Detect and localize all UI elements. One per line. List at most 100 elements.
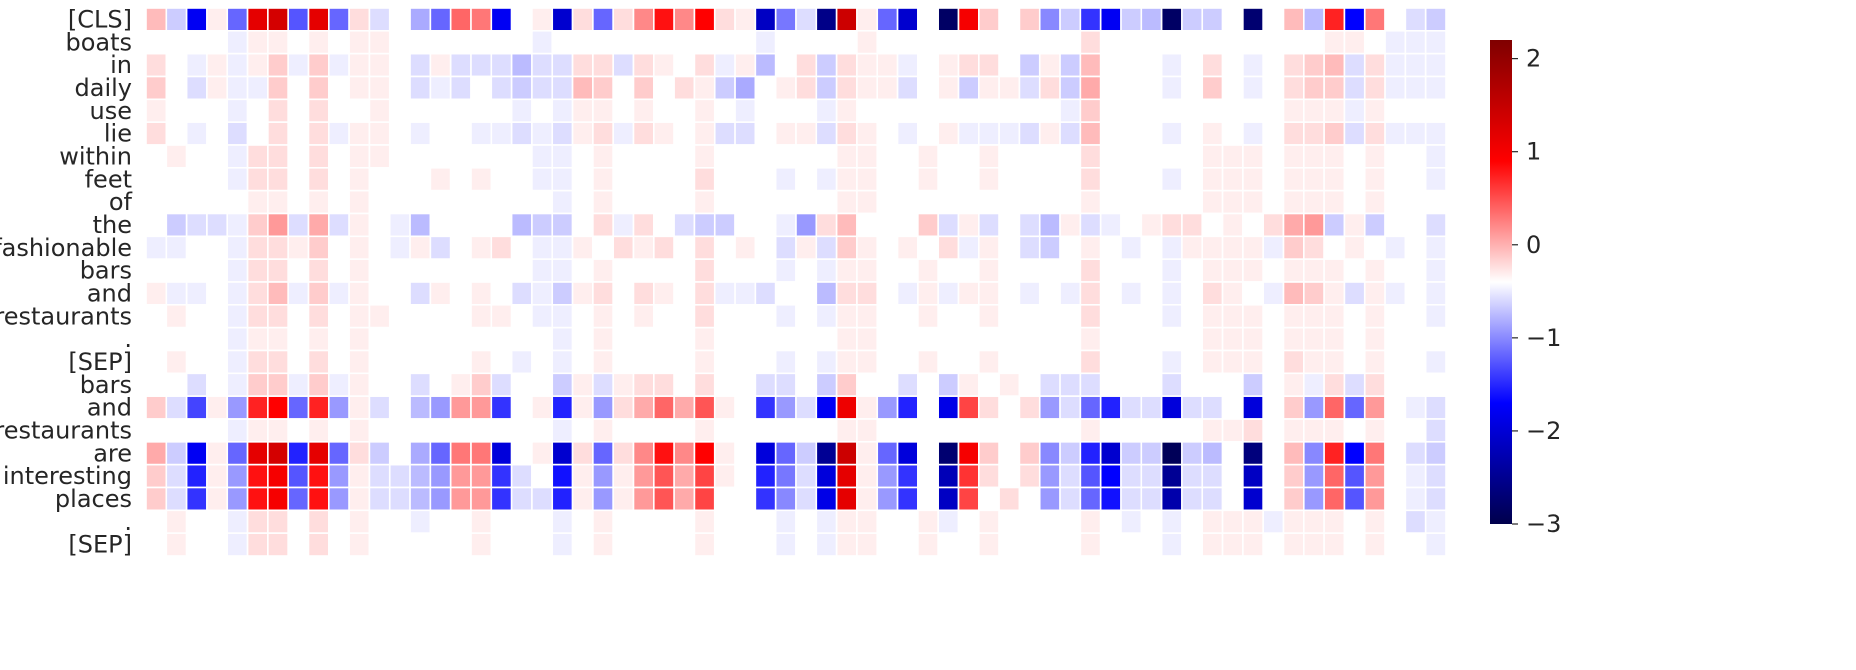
- heatmap-cell: [835, 98, 858, 123]
- heatmap-cell: [1363, 189, 1386, 215]
- heatmap-cell: [1262, 441, 1285, 466]
- heatmap-cell: [653, 121, 675, 146]
- heatmap-cell: [795, 463, 818, 489]
- heatmap-cell: [348, 144, 371, 169]
- heatmap-cell: [957, 98, 980, 123]
- heatmap-cell: [267, 235, 289, 260]
- heatmap-cell: [998, 418, 1021, 443]
- heatmap-cell: [592, 235, 614, 260]
- heatmap-cell: [226, 486, 249, 512]
- heatmap-cell: [328, 509, 350, 534]
- heatmap-cell: [206, 509, 229, 534]
- heatmap-cell: [978, 258, 1000, 283]
- heatmap-cell: [1323, 30, 1346, 55]
- heatmap-cell: [287, 509, 310, 534]
- heatmap-cell: [206, 281, 229, 306]
- heatmap-cell: [348, 258, 371, 283]
- heatmap-cell: [1384, 7, 1407, 32]
- heatmap-cell: [713, 258, 736, 283]
- heatmap-cell: [510, 509, 533, 534]
- heatmap-cell: [226, 509, 249, 534]
- heatmap-cell: [1424, 441, 1447, 466]
- heatmap-cell: [551, 167, 574, 192]
- heatmap-cell: [937, 418, 960, 443]
- heatmap-cell: [1079, 532, 1102, 557]
- heatmap-cell: [531, 212, 554, 238]
- heatmap-cell: [206, 463, 229, 489]
- heatmap-cell: [409, 98, 432, 123]
- heatmap-cell: [754, 258, 777, 283]
- heatmap-cell: [653, 235, 675, 260]
- heatmap-cell: [754, 372, 777, 397]
- heatmap-cell: [145, 258, 168, 283]
- heatmap-cell: [632, 463, 655, 489]
- heatmap-cell: [693, 235, 716, 260]
- heatmap-cell: [1221, 30, 1244, 55]
- heatmap-cell: [571, 509, 594, 534]
- heatmap-cell: [1059, 441, 1082, 466]
- heatmap-cell: [1424, 304, 1447, 329]
- heatmap-cell: [470, 395, 493, 420]
- heatmap-cell: [388, 463, 411, 489]
- heatmap-cell: [673, 349, 696, 375]
- heatmap-cell: [1038, 235, 1061, 260]
- heatmap-cell: [1221, 372, 1244, 397]
- heatmap-cell: [388, 532, 411, 557]
- heatmap-cell: [1160, 121, 1183, 146]
- heatmap-cell: [1201, 98, 1224, 123]
- heatmap-cell: [1038, 144, 1061, 169]
- heatmap-cell: [1343, 509, 1366, 534]
- heatmap-cell: [835, 532, 858, 557]
- heatmap-cell: [1282, 98, 1305, 123]
- heatmap-cell: [409, 509, 432, 534]
- heatmap-cell: [165, 395, 188, 420]
- heatmap-cell: [165, 418, 188, 443]
- heatmap-cell: [1201, 532, 1224, 557]
- heatmap-cell: [206, 372, 229, 397]
- heatmap-cell: [490, 75, 513, 101]
- heatmap-cell: [1282, 235, 1305, 260]
- heatmap-cell: [510, 395, 533, 420]
- row-label: feet: [85, 165, 132, 193]
- heatmap-cell: [1363, 463, 1386, 489]
- heatmap-cell: [876, 75, 899, 101]
- heatmap-cell: [1181, 441, 1204, 466]
- heatmap-cell: [896, 30, 919, 55]
- heatmap-cell: [1343, 98, 1366, 123]
- heatmap-cell: [978, 463, 1000, 489]
- heatmap-cell: [246, 258, 269, 283]
- heatmap-cell: [1363, 144, 1386, 169]
- heatmap-cell: [754, 281, 777, 306]
- heatmap-cell: [1424, 395, 1447, 420]
- heatmap-cell: [226, 75, 249, 101]
- heatmap-cell: [470, 121, 493, 146]
- heatmap-cell: [774, 144, 797, 169]
- heatmap-cell: [1424, 144, 1447, 169]
- heatmap-cell: [246, 395, 269, 420]
- heatmap-cell: [1221, 235, 1244, 260]
- heatmap-cell: [1221, 281, 1244, 306]
- heatmap-cell: [998, 441, 1021, 466]
- heatmap-cell: [978, 167, 1000, 192]
- heatmap-cell: [388, 441, 411, 466]
- heatmap-cell: [368, 144, 391, 169]
- heatmap-cell: [1323, 441, 1346, 466]
- heatmap-cell: [1343, 463, 1366, 489]
- heatmap-cell: [653, 30, 675, 55]
- heatmap-cell: [1303, 121, 1325, 146]
- heatmap-cell: [1303, 212, 1325, 238]
- heatmap-cell: [449, 463, 472, 489]
- heatmap-cell: [551, 144, 574, 169]
- heatmap-cell: [734, 372, 757, 397]
- heatmap-cell: [409, 441, 432, 466]
- heatmap-cell: [978, 144, 1000, 169]
- heatmap-cell: [165, 98, 188, 123]
- heatmap-cell: [307, 418, 330, 443]
- heatmap-cell: [226, 189, 249, 215]
- heatmap-cell: [1323, 212, 1346, 238]
- heatmap-cell: [978, 372, 1000, 397]
- heatmap-cell: [1201, 463, 1224, 489]
- heatmap-cell: [612, 372, 635, 397]
- heatmap-cell: [835, 30, 858, 55]
- heatmap-cell: [592, 75, 614, 101]
